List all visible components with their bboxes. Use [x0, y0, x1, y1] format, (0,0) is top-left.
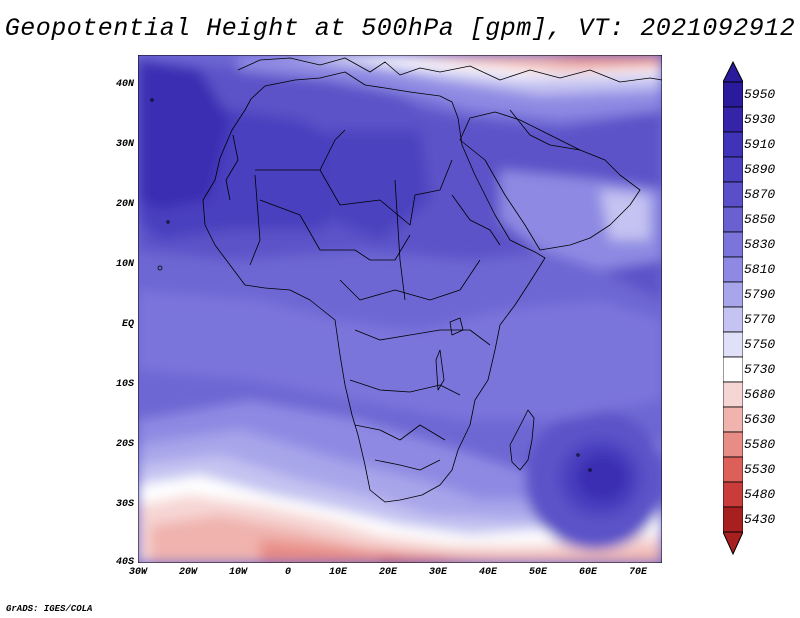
- field-arabia-lighter: [600, 190, 650, 240]
- lon-label: 30E: [428, 567, 447, 578]
- country-border: [319, 159, 453, 226]
- colorbar-label: 5930: [744, 111, 776, 127]
- colorbar-box: [723, 406, 743, 433]
- country-border: [354, 424, 446, 441]
- colorbar-box: [723, 206, 743, 233]
- lat-label: EQ: [121, 319, 134, 330]
- colorbar-box: [723, 256, 743, 283]
- country-border: [349, 379, 461, 396]
- field-south-band-7: [260, 540, 540, 563]
- colorbar-box: [723, 381, 743, 408]
- madagascar-coastline: [509, 409, 535, 471]
- colorbar-label: 5430: [744, 511, 776, 527]
- colorbar-label: 5830: [744, 236, 776, 252]
- colorbar-label: 5910: [744, 136, 776, 152]
- colorbar-label: 5850: [744, 211, 776, 227]
- lat-label: 10N: [115, 259, 134, 270]
- lon-label: 40E: [478, 567, 497, 578]
- credit-label: GrADS: IGES/COLA: [6, 604, 93, 614]
- colorbar: [723, 60, 743, 556]
- colorbar-label: 5680: [744, 386, 776, 402]
- lon-label: 70E: [628, 567, 647, 578]
- country-border: [339, 259, 481, 301]
- country-border: [255, 129, 346, 171]
- lake: [435, 349, 445, 391]
- colorbar-label: 5480: [744, 486, 776, 502]
- island: [157, 265, 163, 271]
- lon-label: 10W: [228, 567, 247, 578]
- colorbar-box: [723, 231, 743, 258]
- country-border: [259, 199, 411, 261]
- lat-label: 40N: [115, 79, 134, 90]
- europe-coastline: [237, 57, 662, 83]
- island: [576, 453, 580, 457]
- lon-label: 0: [284, 567, 291, 578]
- colorbar-box: [723, 456, 743, 483]
- colorbar-box: [723, 356, 743, 383]
- colorbar-box: [723, 306, 743, 333]
- lat-label: 40S: [115, 557, 134, 568]
- field-equator: [138, 290, 662, 420]
- lat-label: 10S: [115, 379, 134, 390]
- country-border: [249, 174, 261, 266]
- colorbar-box: [723, 281, 743, 308]
- colorbar-box: [723, 181, 743, 208]
- country-border: [394, 179, 406, 301]
- colorbar-bottom-arrow: [723, 531, 743, 556]
- colorbar-label: 5530: [744, 461, 776, 477]
- country-border: [374, 459, 441, 471]
- country-border: [225, 134, 239, 201]
- colorbar-box: [723, 331, 743, 358]
- lon-label: 20W: [178, 567, 197, 578]
- field-ridge-core-east: [330, 130, 430, 240]
- colorbar-label: 5950: [744, 86, 776, 102]
- colorbar-label: 5730: [744, 361, 776, 377]
- field-indian-high-core: [576, 454, 628, 502]
- colorbar-box: [723, 131, 743, 158]
- country-border: [354, 329, 491, 346]
- field-south-band-8: [380, 555, 470, 563]
- colorbar-box: [723, 431, 743, 458]
- colorbar-box: [723, 81, 743, 108]
- lon-label: 10E: [328, 567, 347, 578]
- lat-label: 20S: [115, 439, 134, 450]
- arabia-coastline: [459, 111, 641, 251]
- colorbar-box: [723, 156, 743, 183]
- lon-label: 20E: [378, 567, 397, 578]
- colorbar-label: 5630: [744, 411, 776, 427]
- country-border: [451, 194, 501, 246]
- colorbar-top-arrow: [723, 60, 743, 83]
- colorbar-label: 5750: [744, 336, 776, 352]
- country-border: [509, 109, 581, 151]
- island: [588, 468, 592, 472]
- field-med-red: [540, 55, 662, 64]
- colorbar-box: [723, 506, 743, 533]
- lat-label: 30S: [115, 499, 134, 510]
- field-ridge-core-west: [138, 60, 230, 210]
- africa-coastline: [202, 71, 546, 503]
- lake: [449, 317, 464, 336]
- colorbar-label: 5580: [744, 436, 776, 452]
- lat-label: 20N: [115, 199, 134, 210]
- colorbar-box: [723, 481, 743, 508]
- lon-label: 60E: [578, 567, 597, 578]
- colorbar-label: 5790: [744, 286, 776, 302]
- colorbar-label: 5810: [744, 261, 776, 277]
- lon-label: 50E: [528, 567, 547, 578]
- lon-label: 30W: [128, 567, 147, 578]
- colorbar-box: [723, 106, 743, 133]
- colorbar-label: 5870: [744, 186, 776, 202]
- map-title: Geopotential Height at 500hPa [gpm], VT:…: [4, 14, 796, 43]
- lat-label: 30N: [115, 139, 134, 150]
- colorbar-label: 5890: [744, 161, 776, 177]
- colorbar-label: 5770: [744, 311, 776, 327]
- island: [166, 220, 170, 224]
- island: [150, 98, 154, 102]
